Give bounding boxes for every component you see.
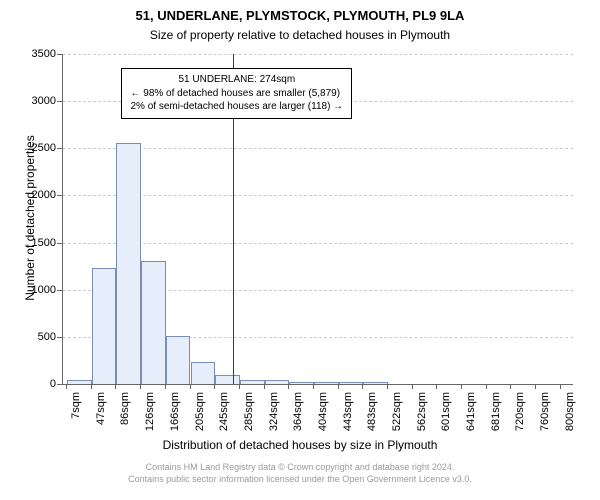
histogram-bar: [166, 336, 190, 384]
histogram-bar: [67, 380, 92, 384]
x-tick-mark: [412, 384, 413, 389]
y-tick-mark: [57, 101, 62, 102]
histogram-bar: [363, 382, 387, 384]
x-tick-mark: [510, 384, 511, 389]
y-tick-label: 500: [38, 331, 56, 343]
x-tick-label: 364sqm: [292, 392, 304, 436]
x-tick-label: 126sqm: [144, 392, 156, 436]
x-tick-mark: [190, 384, 191, 389]
y-tick-label: 2000: [32, 189, 56, 201]
x-tick-mark: [264, 384, 265, 389]
annotation-title: 51 UNDERLANE: 274sqm: [130, 73, 343, 87]
x-tick-mark: [288, 384, 289, 389]
histogram-bar: [141, 261, 166, 385]
y-tick-label: 3500: [32, 48, 56, 60]
x-tick-label: 324sqm: [268, 392, 280, 436]
annotation-larger: 2% of semi-detached houses are larger (1…: [130, 100, 343, 114]
x-tick-label: 562sqm: [416, 392, 428, 436]
y-tick-mark: [57, 243, 62, 244]
x-tick-label: 443sqm: [342, 392, 354, 436]
histogram-bar: [240, 380, 264, 384]
x-axis-label: Distribution of detached houses by size …: [0, 438, 600, 452]
x-tick-mark: [66, 384, 67, 389]
x-tick-label: 720sqm: [514, 392, 526, 436]
x-tick-mark: [461, 384, 462, 389]
y-tick-mark: [57, 290, 62, 291]
histogram-bar: [116, 143, 141, 384]
y-tick-mark: [57, 384, 62, 385]
x-tick-mark: [338, 384, 339, 389]
x-tick-label: 522sqm: [391, 392, 403, 436]
x-tick-label: 86sqm: [119, 392, 131, 436]
annotation-box: 51 UNDERLANE: 274sqm← 98% of detached ho…: [121, 68, 352, 119]
x-tick-mark: [165, 384, 166, 389]
y-tick-label: 2500: [32, 142, 56, 154]
histogram-bar: [265, 380, 290, 384]
histogram-bar: [289, 382, 314, 384]
chart-title: 51, UNDERLANE, PLYMSTOCK, PLYMOUTH, PL9 …: [0, 8, 600, 23]
y-tick-label: 1000: [32, 284, 56, 296]
histogram-bar: [92, 268, 116, 384]
chart-subtitle: Size of property relative to detached ho…: [0, 28, 600, 42]
y-tick-label: 3000: [32, 95, 56, 107]
x-tick-mark: [436, 384, 437, 389]
x-tick-label: 601sqm: [440, 392, 452, 436]
y-tick-mark: [57, 54, 62, 55]
y-tick-mark: [57, 195, 62, 196]
y-tick-label: 0: [50, 378, 56, 390]
y-tick-label: 1500: [32, 237, 56, 249]
annotation-smaller: ← 98% of detached houses are smaller (5,…: [130, 87, 343, 101]
x-tick-label: 404sqm: [317, 392, 329, 436]
x-tick-label: 760sqm: [539, 392, 551, 436]
chart-container: { "title_line1": "51, UNDERLANE, PLYMSTO…: [0, 0, 600, 500]
x-tick-label: 483sqm: [366, 392, 378, 436]
y-tick-mark: [57, 148, 62, 149]
x-tick-label: 641sqm: [465, 392, 477, 436]
histogram-bar: [339, 382, 364, 384]
x-tick-label: 166sqm: [169, 392, 181, 436]
gridline: [63, 54, 573, 56]
y-tick-mark: [57, 337, 62, 338]
x-tick-mark: [535, 384, 536, 389]
x-tick-label: 205sqm: [194, 392, 206, 436]
x-tick-mark: [387, 384, 388, 389]
x-tick-mark: [313, 384, 314, 389]
x-tick-mark: [140, 384, 141, 389]
x-tick-mark: [239, 384, 240, 389]
histogram-bar: [215, 375, 240, 384]
footer-line-1: Contains HM Land Registry data © Crown c…: [0, 462, 600, 474]
x-tick-mark: [214, 384, 215, 389]
x-tick-mark: [115, 384, 116, 389]
x-tick-label: 285sqm: [243, 392, 255, 436]
footer-line-2: Contains public sector information licen…: [0, 474, 600, 486]
x-tick-mark: [560, 384, 561, 389]
x-tick-mark: [486, 384, 487, 389]
histogram-bar: [191, 362, 216, 384]
x-tick-mark: [91, 384, 92, 389]
x-tick-label: 800sqm: [564, 392, 576, 436]
x-tick-label: 47sqm: [95, 392, 107, 436]
footer-attribution: Contains HM Land Registry data © Crown c…: [0, 462, 600, 485]
x-tick-mark: [362, 384, 363, 389]
x-tick-label: 245sqm: [218, 392, 230, 436]
x-tick-label: 7sqm: [70, 392, 82, 436]
histogram-bar: [314, 382, 338, 384]
x-tick-label: 681sqm: [490, 392, 502, 436]
